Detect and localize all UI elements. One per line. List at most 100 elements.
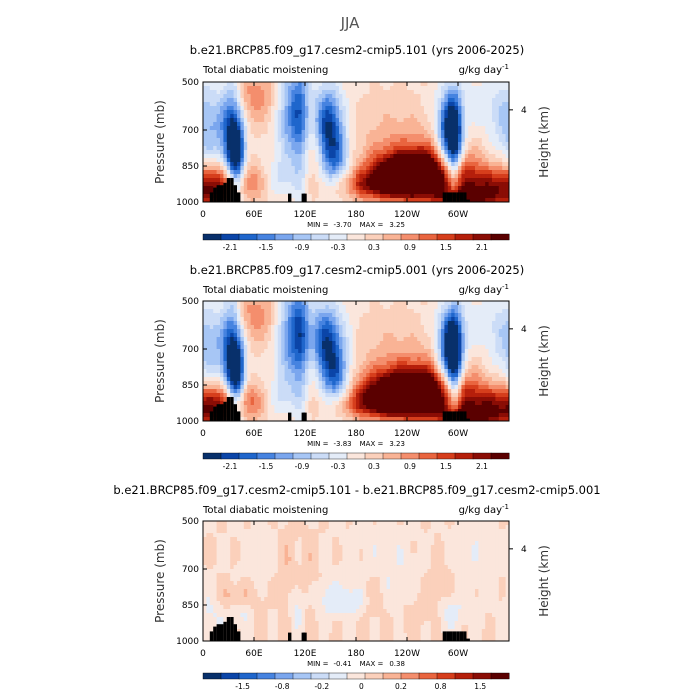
heatmap-cell <box>288 333 292 338</box>
heatmap-cell <box>356 138 360 143</box>
heatmap-cell <box>502 369 506 374</box>
heatmap-cell <box>325 317 330 322</box>
heatmap-cell <box>339 373 343 378</box>
heatmap-cell <box>342 377 347 382</box>
heatmap-cell <box>468 190 472 195</box>
heatmap-cell <box>325 333 330 338</box>
heatmap-cell <box>305 365 309 370</box>
heatmap-cell <box>386 381 391 386</box>
heatmap-cell <box>315 397 319 402</box>
heatmap-cell <box>230 349 234 354</box>
heatmap-cell <box>458 98 462 103</box>
heatmap-cell <box>274 337 279 342</box>
heatmap-cell <box>233 325 238 330</box>
heatmap-cell <box>492 325 496 330</box>
heatmap-cell <box>325 106 330 111</box>
heatmap-cell <box>447 82 452 87</box>
heatmap-cell <box>247 361 251 366</box>
heatmap-cell <box>294 150 299 155</box>
heatmap-cell <box>362 190 367 195</box>
heatmap-cell <box>403 333 408 338</box>
heatmap-cell <box>481 369 486 374</box>
heatmap-cell <box>223 397 228 402</box>
heatmap-cell <box>206 118 211 123</box>
heatmap-cell <box>250 170 255 175</box>
heatmap-cell <box>284 110 289 115</box>
heatmap-cell <box>451 186 455 191</box>
heatmap-cell <box>356 90 360 95</box>
heatmap-cell <box>454 126 459 131</box>
heatmap-cell <box>203 158 207 163</box>
heatmap-cell <box>294 138 299 143</box>
heatmap-cell <box>254 102 258 107</box>
heatmap-cell <box>505 389 510 394</box>
heatmap-cell <box>356 317 360 322</box>
heatmap-cell <box>458 178 462 183</box>
heatmap-cell <box>451 305 455 310</box>
heatmap-cell <box>437 313 442 318</box>
heatmap-cell <box>488 106 493 111</box>
heatmap-cell <box>257 397 262 402</box>
heatmap-cell <box>458 329 462 334</box>
heatmap-cell <box>485 337 489 342</box>
heatmap-cell <box>301 146 306 151</box>
heatmap-cell <box>379 369 384 374</box>
heatmap-cell <box>226 321 231 326</box>
heatmap-cell <box>444 317 449 322</box>
heatmap-cell <box>417 114 421 119</box>
heatmap-cell <box>281 106 285 111</box>
heatmap-cell <box>464 146 469 151</box>
heatmap-cell <box>492 178 496 183</box>
heatmap-cell <box>301 369 306 374</box>
heatmap-cell <box>478 86 483 91</box>
heatmap-cell <box>410 182 415 187</box>
heatmap-cell <box>318 337 323 342</box>
heatmap-cell <box>250 321 255 326</box>
heatmap-cell <box>359 377 364 382</box>
heatmap-cell <box>373 349 377 354</box>
heatmap-cell <box>318 301 323 306</box>
heatmap-cell <box>488 174 493 179</box>
heatmap-cell <box>220 377 224 382</box>
heatmap-cell <box>410 357 415 362</box>
heatmap-cell <box>430 138 435 143</box>
heatmap-cell <box>209 146 214 151</box>
heatmap-cell <box>468 134 472 139</box>
heatmap-cell <box>366 114 370 119</box>
heatmap-cell <box>243 329 248 334</box>
heatmap-cell <box>230 94 234 99</box>
heatmap-cell <box>213 325 217 330</box>
heatmap-cell <box>325 166 330 171</box>
heatmap-cell <box>260 198 265 203</box>
heatmap-cell <box>502 353 506 358</box>
heatmap-cell <box>383 190 387 195</box>
heatmap-cell <box>437 126 442 131</box>
heatmap-cell <box>349 317 353 322</box>
heatmap-cell <box>410 162 415 167</box>
heatmap-cell <box>250 194 255 199</box>
heatmap-cell <box>209 166 214 171</box>
heatmap-cell <box>352 122 357 127</box>
heatmap-cell <box>417 106 421 111</box>
heatmap-cell <box>247 82 251 87</box>
heatmap-cell <box>441 158 445 163</box>
heatmap-cell <box>254 321 258 326</box>
heatmap-cell <box>274 333 279 338</box>
heatmap-cell <box>390 86 394 91</box>
heatmap-cell <box>502 94 506 99</box>
heatmap-cell <box>478 361 483 366</box>
heatmap-cell <box>390 166 394 171</box>
heatmap-cell <box>254 329 258 334</box>
heatmap-cell <box>288 357 292 362</box>
heatmap-cell <box>267 373 272 378</box>
heatmap-cell <box>250 142 255 147</box>
heatmap-cell <box>383 106 387 111</box>
heatmap-cell <box>444 321 449 326</box>
heatmap-cell <box>339 154 343 159</box>
heatmap-cell <box>257 321 262 326</box>
heatmap-cell <box>230 313 234 318</box>
heatmap-cell <box>407 82 411 87</box>
heatmap-cell <box>339 170 343 175</box>
heatmap-cell <box>298 190 302 195</box>
heatmap-cell <box>226 134 231 139</box>
